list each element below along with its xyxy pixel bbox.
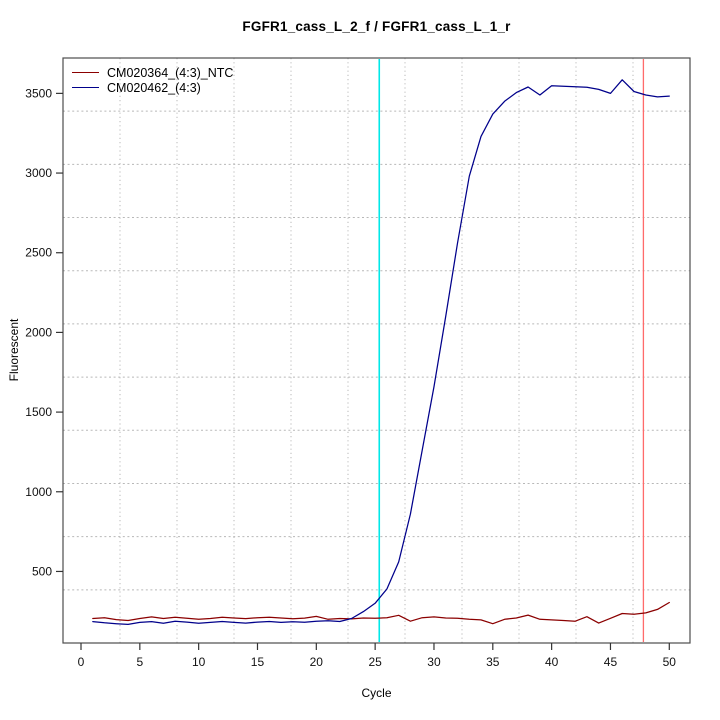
y-tick-label: 3500 — [25, 86, 52, 100]
y-tick-label: 2500 — [25, 246, 52, 260]
x-tick-label: 10 — [192, 655, 206, 669]
legend-label-ntc: CM020364_(4:3)_NTC — [107, 65, 234, 80]
x-axis-title: Cycle — [361, 686, 392, 700]
series-line-CM020364_(4:3)_NTC — [92, 601, 670, 625]
x-tick-label: 30 — [427, 655, 441, 669]
x-tick-label: 25 — [368, 655, 382, 669]
plot-frame — [62, 57, 691, 644]
chart-title: FGFR1_cass_L_2_f / FGFR1_cass_L_1_r — [242, 19, 511, 34]
x-tick-label: 50 — [663, 655, 677, 669]
y-tick-label: 1000 — [25, 485, 52, 499]
x-tick-label: 5 — [136, 655, 143, 669]
legend-line-swatch-sample — [72, 87, 99, 88]
x-tick-label: 20 — [310, 655, 324, 669]
legend-label-sample: CM020462_(4:3) — [107, 80, 201, 95]
x-tick-label: 15 — [251, 655, 265, 669]
legend-item-sample: CM020462_(4:3) — [72, 80, 233, 95]
x-tick-label: 0 — [78, 655, 85, 669]
y-tick-label: 500 — [32, 564, 52, 578]
y-tick-label: 2000 — [25, 325, 52, 339]
legend: CM020364_(4:3)_NTC CM020462_(4:3) — [72, 65, 233, 95]
x-tick-label: 40 — [545, 655, 559, 669]
x-tick-label: 35 — [486, 655, 500, 669]
legend-item-ntc: CM020364_(4:3)_NTC — [72, 65, 233, 80]
y-tick-label: 1500 — [25, 405, 52, 419]
series-line-CM020462_(4:3) — [92, 79, 670, 626]
y-tick-label: 3000 — [25, 166, 52, 180]
legend-line-swatch-ntc — [72, 72, 99, 73]
x-tick-label: 45 — [604, 655, 618, 669]
